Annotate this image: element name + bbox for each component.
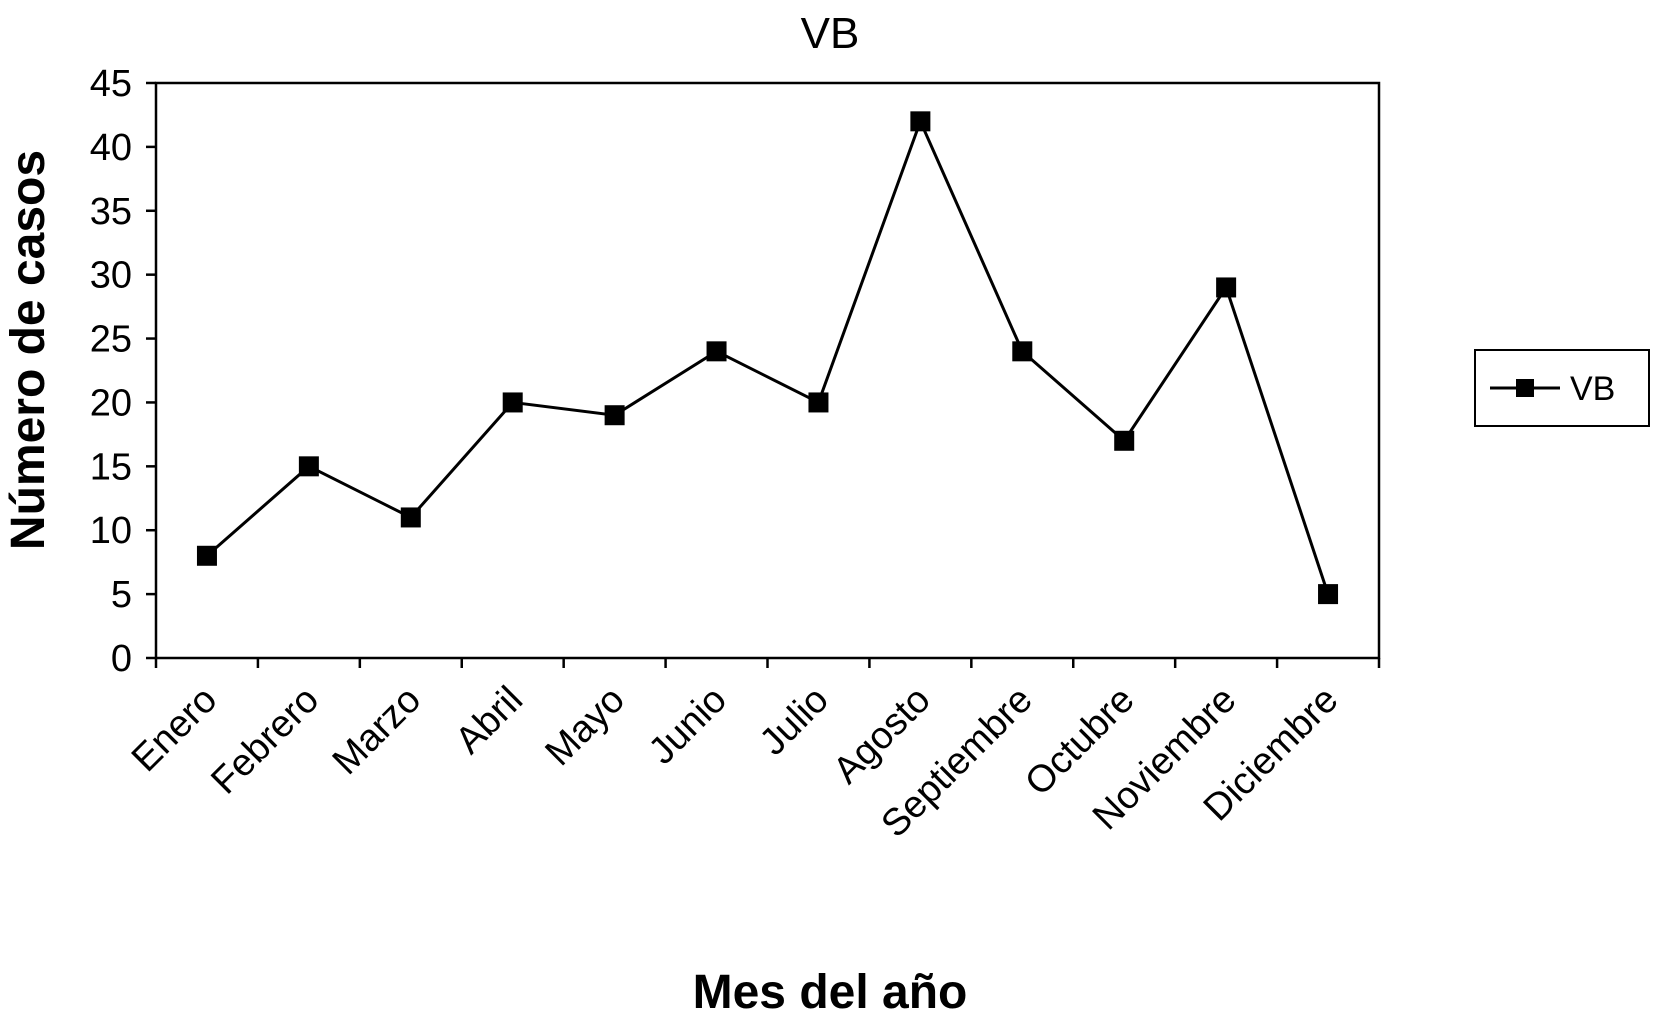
y-tick-label: 30 xyxy=(90,255,132,297)
data-point-diciembre xyxy=(1318,584,1339,605)
data-point-junio xyxy=(706,341,727,362)
data-point-enero xyxy=(196,545,217,566)
legend-marker xyxy=(1516,379,1534,397)
data-point-febrero xyxy=(298,456,319,477)
x-tick-label: Mayo xyxy=(538,679,633,774)
y-axis-title: Número de casos xyxy=(2,150,55,550)
y-tick-label: 35 xyxy=(90,191,132,233)
legend: VB xyxy=(1474,349,1650,427)
y-tick-label: 40 xyxy=(90,127,132,169)
data-point-marzo xyxy=(400,507,421,528)
plot-area xyxy=(154,81,1381,660)
y-axis: 0 5 10 15 20 25 30 35 40 45 xyxy=(90,63,156,680)
y-tick-label: 10 xyxy=(90,510,132,552)
x-tick-label: Julio xyxy=(752,679,837,764)
data-point-noviembre xyxy=(1216,277,1237,298)
data-point-abril xyxy=(502,392,523,413)
x-tick-label: Abril xyxy=(448,679,531,762)
y-tick-label: 45 xyxy=(90,63,132,105)
x-tick-label: Junio xyxy=(641,679,735,773)
x-tick-label: Marzo xyxy=(325,679,429,783)
x-tick-label: Febrero xyxy=(203,679,327,803)
data-point-septiembre xyxy=(1012,341,1033,362)
series-vb xyxy=(196,111,1339,605)
data-point-agosto xyxy=(910,111,931,132)
y-tick-label: 0 xyxy=(111,638,132,680)
legend-box xyxy=(1474,349,1650,427)
x-axis-title: Mes del año xyxy=(693,966,968,1019)
chart-title: VB xyxy=(801,9,860,58)
y-tick-label: 25 xyxy=(90,319,132,361)
y-tick-label: 15 xyxy=(90,446,132,488)
y-tick-label: 20 xyxy=(90,382,132,424)
y-tick-label: 5 xyxy=(111,574,132,616)
legend-label-vb: VB xyxy=(1570,370,1615,408)
data-point-octubre xyxy=(1114,430,1135,451)
data-point-julio xyxy=(808,392,829,413)
series-line xyxy=(205,117,1330,595)
data-point-mayo xyxy=(604,405,625,426)
